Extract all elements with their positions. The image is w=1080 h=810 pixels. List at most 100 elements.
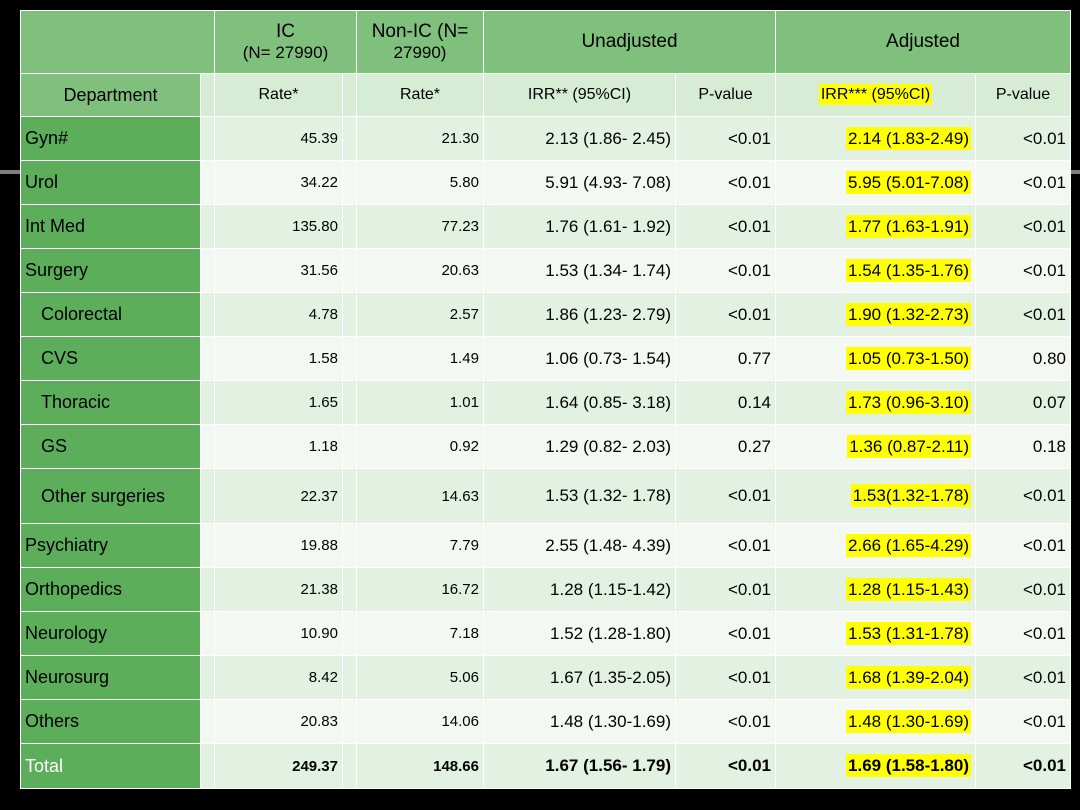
irr-adjusted-cell-text: 1.36 (0.87-2.11) (847, 434, 971, 458)
p-unadjusted-cell: <0.01 (675, 292, 776, 337)
department-cell: Urol (20, 160, 201, 205)
table-row: Other surgeries 22.37 14.63 1.53 (1.32- 1.7… (20, 468, 1072, 524)
gap-cell (200, 424, 215, 469)
subheader-rate-ic: Rate* (214, 73, 343, 117)
subheader-irr-adjusted-text: IRR*** (95%CI) (818, 84, 933, 105)
p-unadjusted-cell: <0.01 (675, 699, 776, 744)
table-row: Thoracic 1.65 1.01 1.64 (0.85- 3.18) 0.14 1.7… (20, 380, 1072, 425)
rate-ic-cell: 31.56 (214, 248, 343, 293)
header-ic-n: (N= 27990) (242, 43, 329, 62)
irr-unadjusted-cell: 1.64 (0.85- 3.18) (483, 380, 676, 425)
header-nonic-n: 27990) (393, 43, 447, 62)
gap-cell (200, 336, 215, 381)
rate-nonic-cell: 21.30 (356, 116, 484, 161)
rate-ic-cell: 249.37 (214, 743, 343, 789)
p-adjusted-cell: 0.80 (974, 336, 1072, 381)
gap-cell (200, 204, 215, 249)
p-adjusted-cell: <0.01 (974, 567, 1072, 612)
table-row: Total 249.37 148.66 1.67 (1.56- 1.79) <0.01 1… (20, 743, 1072, 789)
rate-nonic-cell: 1.49 (356, 336, 484, 381)
irr-unadjusted-cell: 1.48 (1.30-1.69) (483, 699, 676, 744)
irr-adjusted-cell: 1.28 (1.15-1.43) (775, 567, 976, 612)
gap-cell (200, 523, 215, 568)
department-cell: Other surgeries (20, 468, 201, 524)
gap-cell (200, 567, 215, 612)
irr-adjusted-cell-text: 5.95 (5.01-7.08) (846, 170, 971, 194)
rate-ic-cell: 1.65 (214, 380, 343, 425)
gap-cell (200, 699, 215, 744)
subheader-p-adjusted: P-value (974, 73, 1072, 117)
gap-cell (200, 116, 215, 161)
rate-ic-cell: 1.18 (214, 424, 343, 469)
rate-ic-cell: 8.42 (214, 655, 343, 700)
gap-cell (342, 336, 357, 381)
irr-adjusted-cell-text: 1.54 (1.35-1.76) (846, 258, 971, 282)
irr-adjusted-cell: 1.36 (0.87-2.11) (775, 424, 976, 469)
table-row: Int Med 135.80 77.23 1.76 (1.61- 1.92) <0.01… (20, 204, 1072, 249)
gap-cell (200, 292, 215, 337)
irr-unadjusted-cell: 1.67 (1.35-2.05) (483, 655, 676, 700)
table-row: Urol 34.22 5.80 5.91 (4.93- 7.08) <0.01 5.95 … (20, 160, 1072, 205)
irr-unadjusted-cell: 1.06 (0.73- 1.54) (483, 336, 676, 381)
table-row: Neurology 10.90 7.18 1.52 (1.28-1.80) <0.01 1… (20, 611, 1072, 656)
table-row: Others 20.83 14.06 1.48 (1.30-1.69) <0.01 1.4… (20, 699, 1072, 744)
irr-adjusted-cell: 5.95 (5.01-7.08) (775, 160, 976, 205)
irr-adjusted-cell-text: 1.77 (1.63-1.91) (846, 214, 971, 238)
rate-table: IC (N= 27990) Non-IC (N= 27990) Unadjust… (20, 10, 1072, 789)
table-row: Psychiatry 19.88 7.79 2.55 (1.48- 4.39) <0.0… (20, 523, 1072, 568)
header-ic-title: IC (276, 21, 295, 42)
rate-nonic-cell: 14.63 (356, 468, 484, 524)
irr-unadjusted-cell: 1.28 (1.15-1.42) (483, 567, 676, 612)
irr-adjusted-cell-text: 1.69 (1.58-1.80) (846, 754, 971, 777)
gap-cell (342, 655, 357, 700)
rate-nonic-cell: 0.92 (356, 424, 484, 469)
rate-ic-cell: 1.58 (214, 336, 343, 381)
subheader-p-unadjusted: P-value (675, 73, 776, 117)
rate-nonic-cell: 7.79 (356, 523, 484, 568)
rate-nonic-cell: 16.72 (356, 567, 484, 612)
irr-unadjusted-cell: 2.55 (1.48- 4.39) (483, 523, 676, 568)
rate-nonic-cell: 7.18 (356, 611, 484, 656)
p-unadjusted-cell: 0.14 (675, 380, 776, 425)
department-cell: Gyn# (20, 116, 201, 161)
gap-cell (200, 611, 215, 656)
irr-unadjusted-cell: 1.52 (1.28-1.80) (483, 611, 676, 656)
rate-nonic-cell: 148.66 (356, 743, 484, 789)
department-cell: Total (20, 743, 201, 789)
p-adjusted-cell: <0.01 (974, 743, 1072, 789)
irr-adjusted-cell: 2.14 (1.83-2.49) (775, 116, 976, 161)
department-cell: Psychiatry (20, 523, 201, 568)
rate-ic-cell: 135.80 (214, 204, 343, 249)
gap-cell (342, 567, 357, 612)
irr-unadjusted-cell: 2.13 (1.86- 2.45) (483, 116, 676, 161)
irr-unadjusted-cell: 1.53 (1.34- 1.74) (483, 248, 676, 293)
gap-cell (200, 743, 215, 789)
p-adjusted-cell: 0.07 (974, 380, 1072, 425)
irr-adjusted-cell: 1.90 (1.32-2.73) (775, 292, 976, 337)
gap-cell (200, 248, 215, 293)
gap-cell (342, 523, 357, 568)
p-unadjusted-cell: <0.01 (675, 655, 776, 700)
gap-cell (342, 292, 357, 337)
rate-ic-cell: 4.78 (214, 292, 343, 337)
irr-unadjusted-cell: 1.53 (1.32- 1.78) (483, 468, 676, 524)
p-unadjusted-cell: <0.01 (675, 116, 776, 161)
department-cell: Surgery (20, 248, 201, 293)
rate-ic-cell: 34.22 (214, 160, 343, 205)
department-cell: Neurology (20, 611, 201, 656)
gap-cell (342, 424, 357, 469)
irr-adjusted-cell: 1.53(1.32-1.78) (775, 468, 976, 524)
irr-adjusted-cell-text: 1.68 (1.39-2.04) (846, 665, 971, 689)
irr-adjusted-cell-text: 1.48 (1.30-1.69) (846, 709, 971, 733)
header-ic: IC (N= 27990) (214, 10, 357, 74)
p-unadjusted-cell: 0.77 (675, 336, 776, 381)
gap-cell (200, 380, 215, 425)
gap-cell (342, 248, 357, 293)
p-adjusted-cell: <0.01 (974, 160, 1072, 205)
p-unadjusted-cell: <0.01 (675, 204, 776, 249)
irr-adjusted-cell-text: 1.90 (1.32-2.73) (846, 302, 971, 326)
irr-adjusted-cell-text: 1.53(1.32-1.78) (850, 484, 971, 507)
subheader-irr-unadjusted: IRR** (95%CI) (483, 73, 676, 117)
irr-adjusted-cell: 2.66 (1.65-4.29) (775, 523, 976, 568)
table-row: Surgery 31.56 20.63 1.53 (1.34- 1.74) <0.01 1… (20, 248, 1072, 293)
